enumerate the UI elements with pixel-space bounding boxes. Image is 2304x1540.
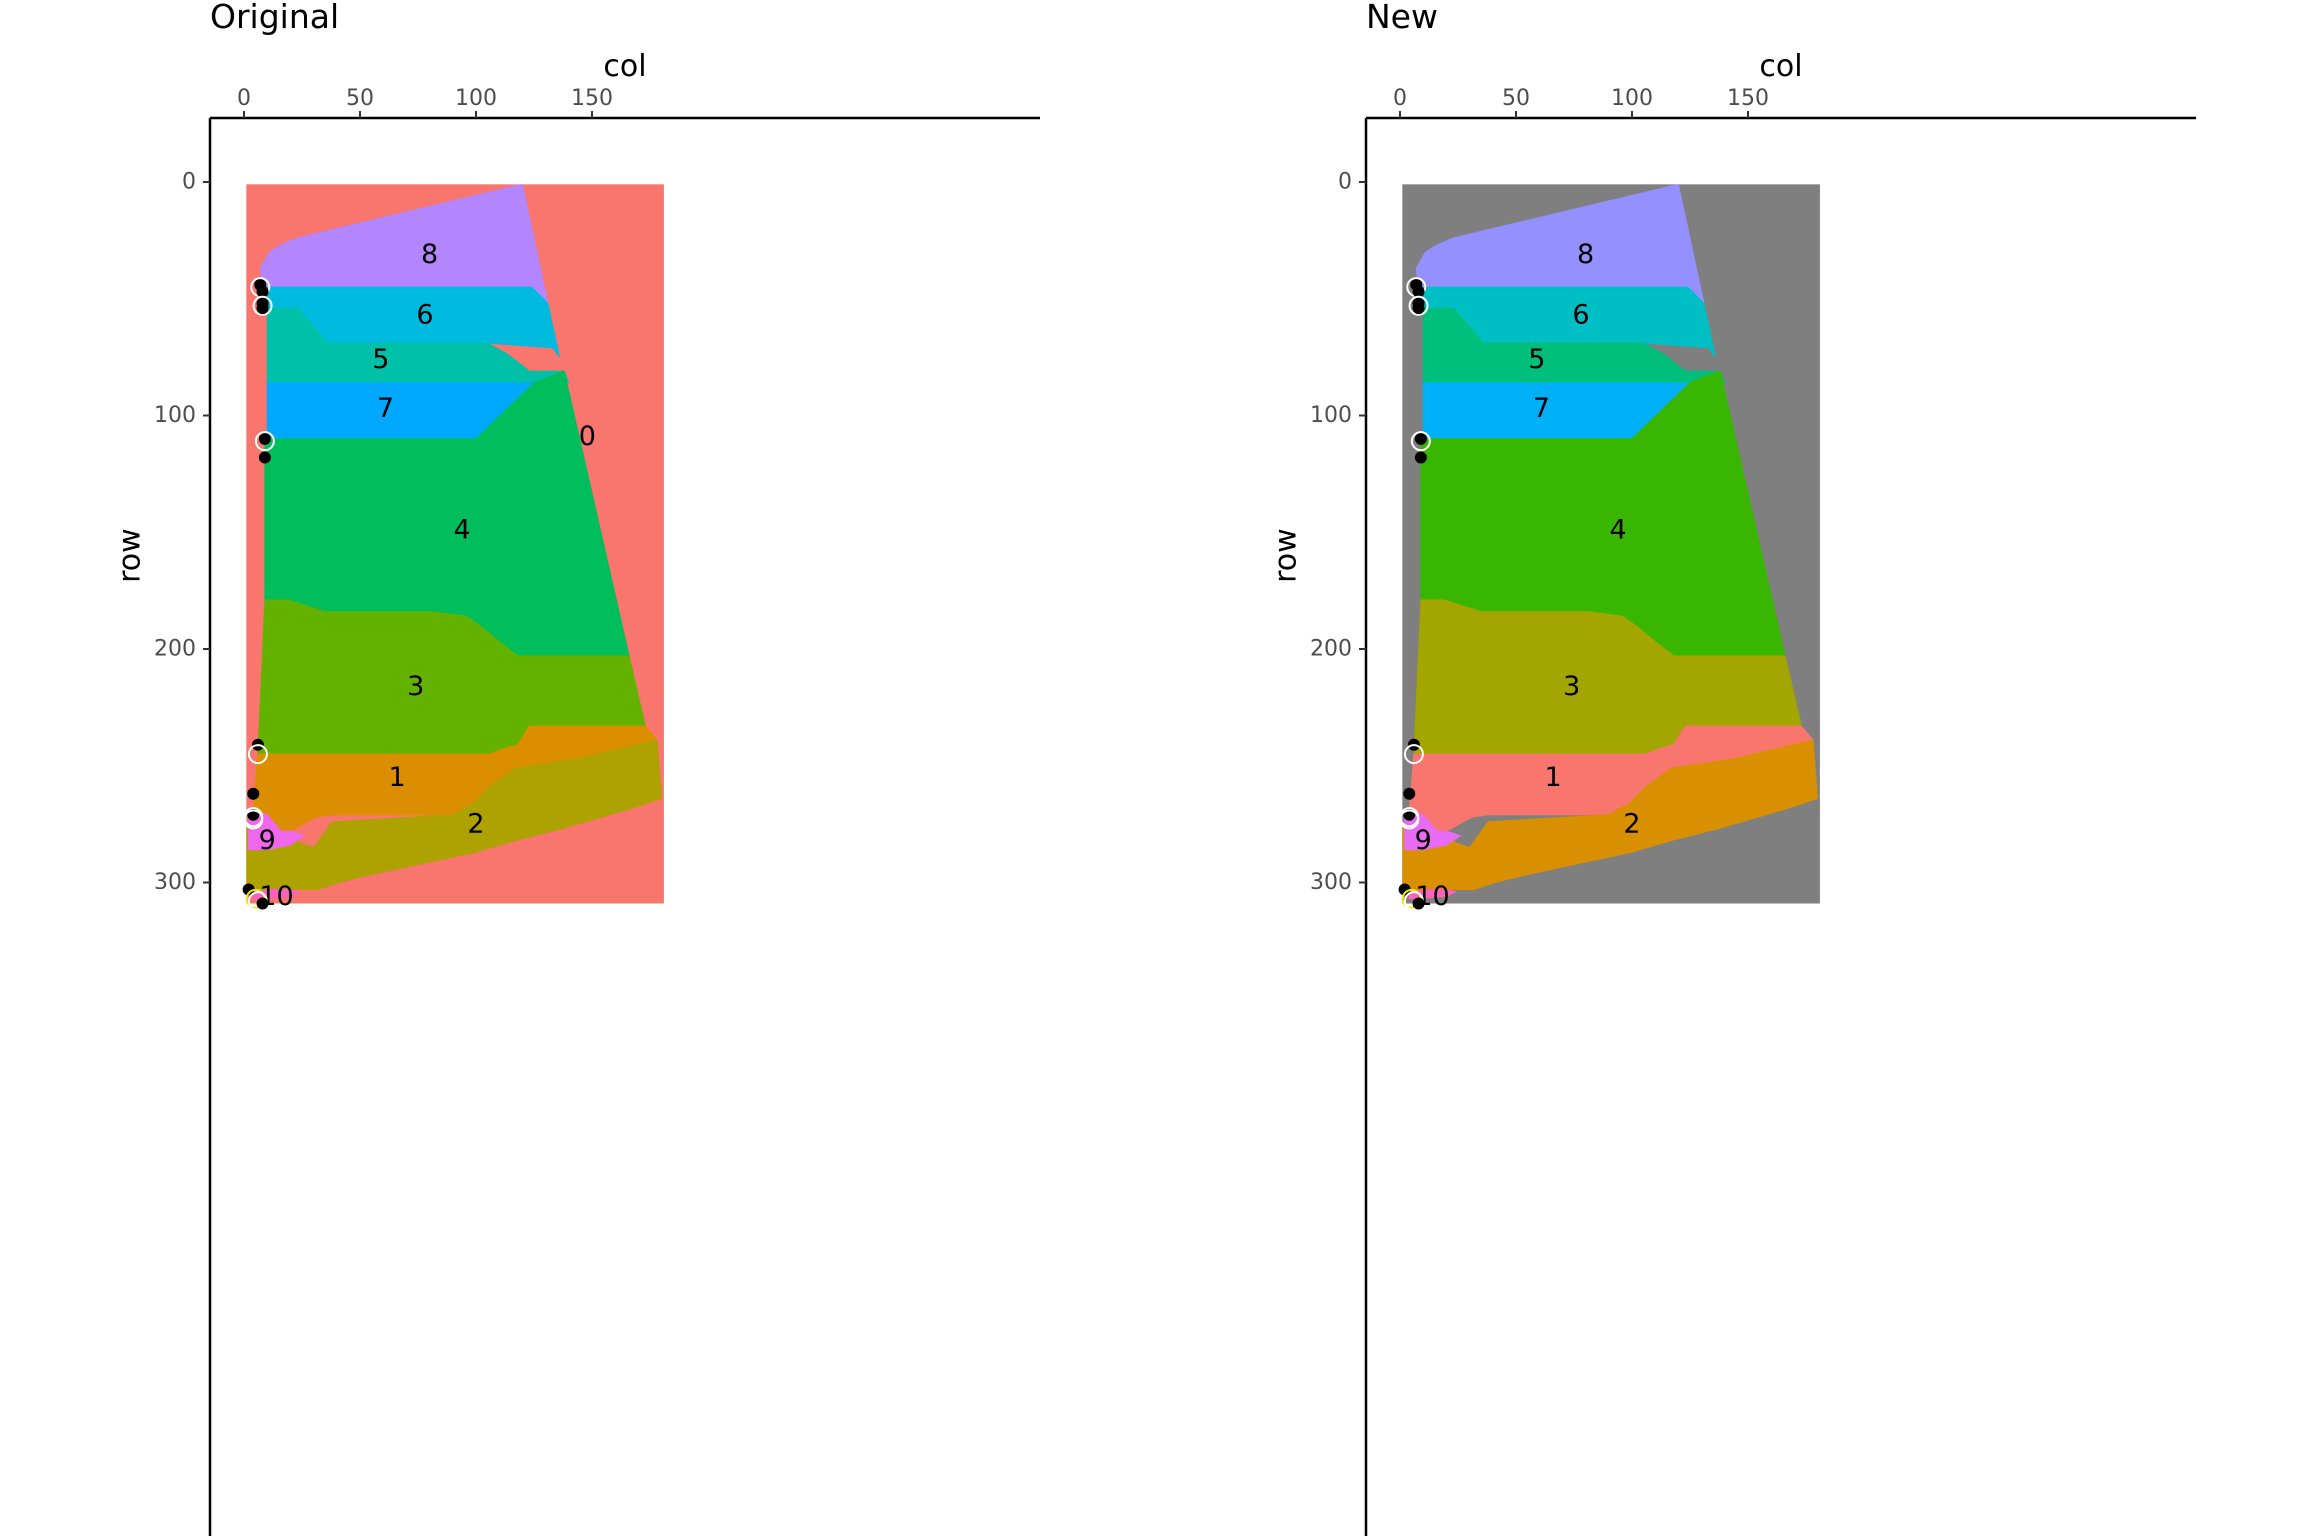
segment-label-6: 6 bbox=[1572, 300, 1589, 331]
x-tick-label: 0 bbox=[237, 86, 251, 111]
endpoint-dot bbox=[258, 451, 271, 464]
y-tick-label: 300 bbox=[1310, 870, 1352, 895]
x-tick-label: 150 bbox=[1727, 86, 1769, 111]
endpoint-dot bbox=[1412, 302, 1425, 315]
startpoint-ring bbox=[1399, 809, 1420, 830]
segment-label-1: 1 bbox=[1545, 762, 1562, 793]
startpoint-ring bbox=[252, 295, 273, 316]
panel-title: Original bbox=[210, 0, 339, 36]
endpoint-dot bbox=[256, 285, 269, 298]
segment-label-9: 9 bbox=[1415, 825, 1432, 856]
segment-label-3: 3 bbox=[407, 671, 424, 702]
endpoint-dot bbox=[1414, 432, 1427, 445]
y-axis-title: row bbox=[113, 528, 148, 583]
segment-regions bbox=[246, 184, 663, 900]
endpoint-markers bbox=[1398, 277, 1431, 912]
segment-label-1: 1 bbox=[389, 762, 406, 793]
startpoint-ring bbox=[247, 744, 268, 765]
startpoint-ring bbox=[1408, 295, 1429, 316]
segment-label-9: 9 bbox=[259, 825, 276, 856]
segment-label-2: 2 bbox=[1623, 809, 1640, 840]
segment-label-0: 0 bbox=[579, 421, 596, 452]
segment-label-2: 2 bbox=[467, 809, 484, 840]
endpoint-dot bbox=[256, 302, 269, 315]
segment-label-5: 5 bbox=[372, 344, 389, 375]
segment-label-7: 7 bbox=[1533, 393, 1550, 424]
segment-label-7: 7 bbox=[377, 393, 394, 424]
x-tick-label: 100 bbox=[455, 86, 497, 111]
endpoint-dot bbox=[247, 787, 260, 800]
y-tick-label: 100 bbox=[1310, 403, 1352, 428]
y-tick-label: 300 bbox=[154, 870, 196, 895]
y-tick-label: 100 bbox=[154, 403, 196, 428]
endpoint-dot bbox=[258, 432, 271, 445]
endpoint-dot bbox=[1398, 883, 1411, 896]
y-tick-label: 0 bbox=[1338, 170, 1352, 195]
y-tick-label: 0 bbox=[182, 170, 196, 195]
endpoint-dot bbox=[256, 897, 269, 910]
x-tick-label: 150 bbox=[571, 86, 613, 111]
y-axis-title: row bbox=[1269, 528, 1304, 583]
segment-label-4: 4 bbox=[1609, 514, 1626, 545]
startpoint-ring bbox=[1403, 744, 1424, 765]
x-tick-label: 50 bbox=[346, 86, 374, 111]
startpoint-ring bbox=[243, 809, 264, 830]
x-tick-label: 100 bbox=[1611, 86, 1653, 111]
segment-label-3: 3 bbox=[1563, 671, 1580, 702]
endpoint-dot bbox=[242, 883, 255, 896]
endpoint-dot bbox=[1412, 897, 1425, 910]
panel-title: New bbox=[1366, 0, 1438, 36]
x-axis-title: col bbox=[1759, 49, 1802, 84]
startpoint-ring bbox=[1410, 431, 1431, 452]
endpoint-dot bbox=[1403, 787, 1416, 800]
endpoint-markers bbox=[242, 277, 275, 912]
segment-label-8: 8 bbox=[1577, 239, 1594, 270]
y-tick-label: 200 bbox=[154, 637, 196, 662]
x-tick-label: 50 bbox=[1502, 86, 1530, 111]
x-axis-title: col bbox=[603, 49, 646, 84]
segment-label-4: 4 bbox=[453, 514, 470, 545]
x-tick-label: 0 bbox=[1393, 86, 1407, 111]
segment-label-5: 5 bbox=[1528, 344, 1545, 375]
y-tick-label: 200 bbox=[1310, 637, 1352, 662]
segment-label-8: 8 bbox=[421, 239, 438, 270]
startpoint-ring bbox=[254, 431, 275, 452]
endpoint-dot bbox=[1414, 451, 1427, 464]
endpoint-dot bbox=[1412, 285, 1425, 298]
segment-label-6: 6 bbox=[416, 300, 433, 331]
segment-regions bbox=[1402, 184, 1819, 900]
